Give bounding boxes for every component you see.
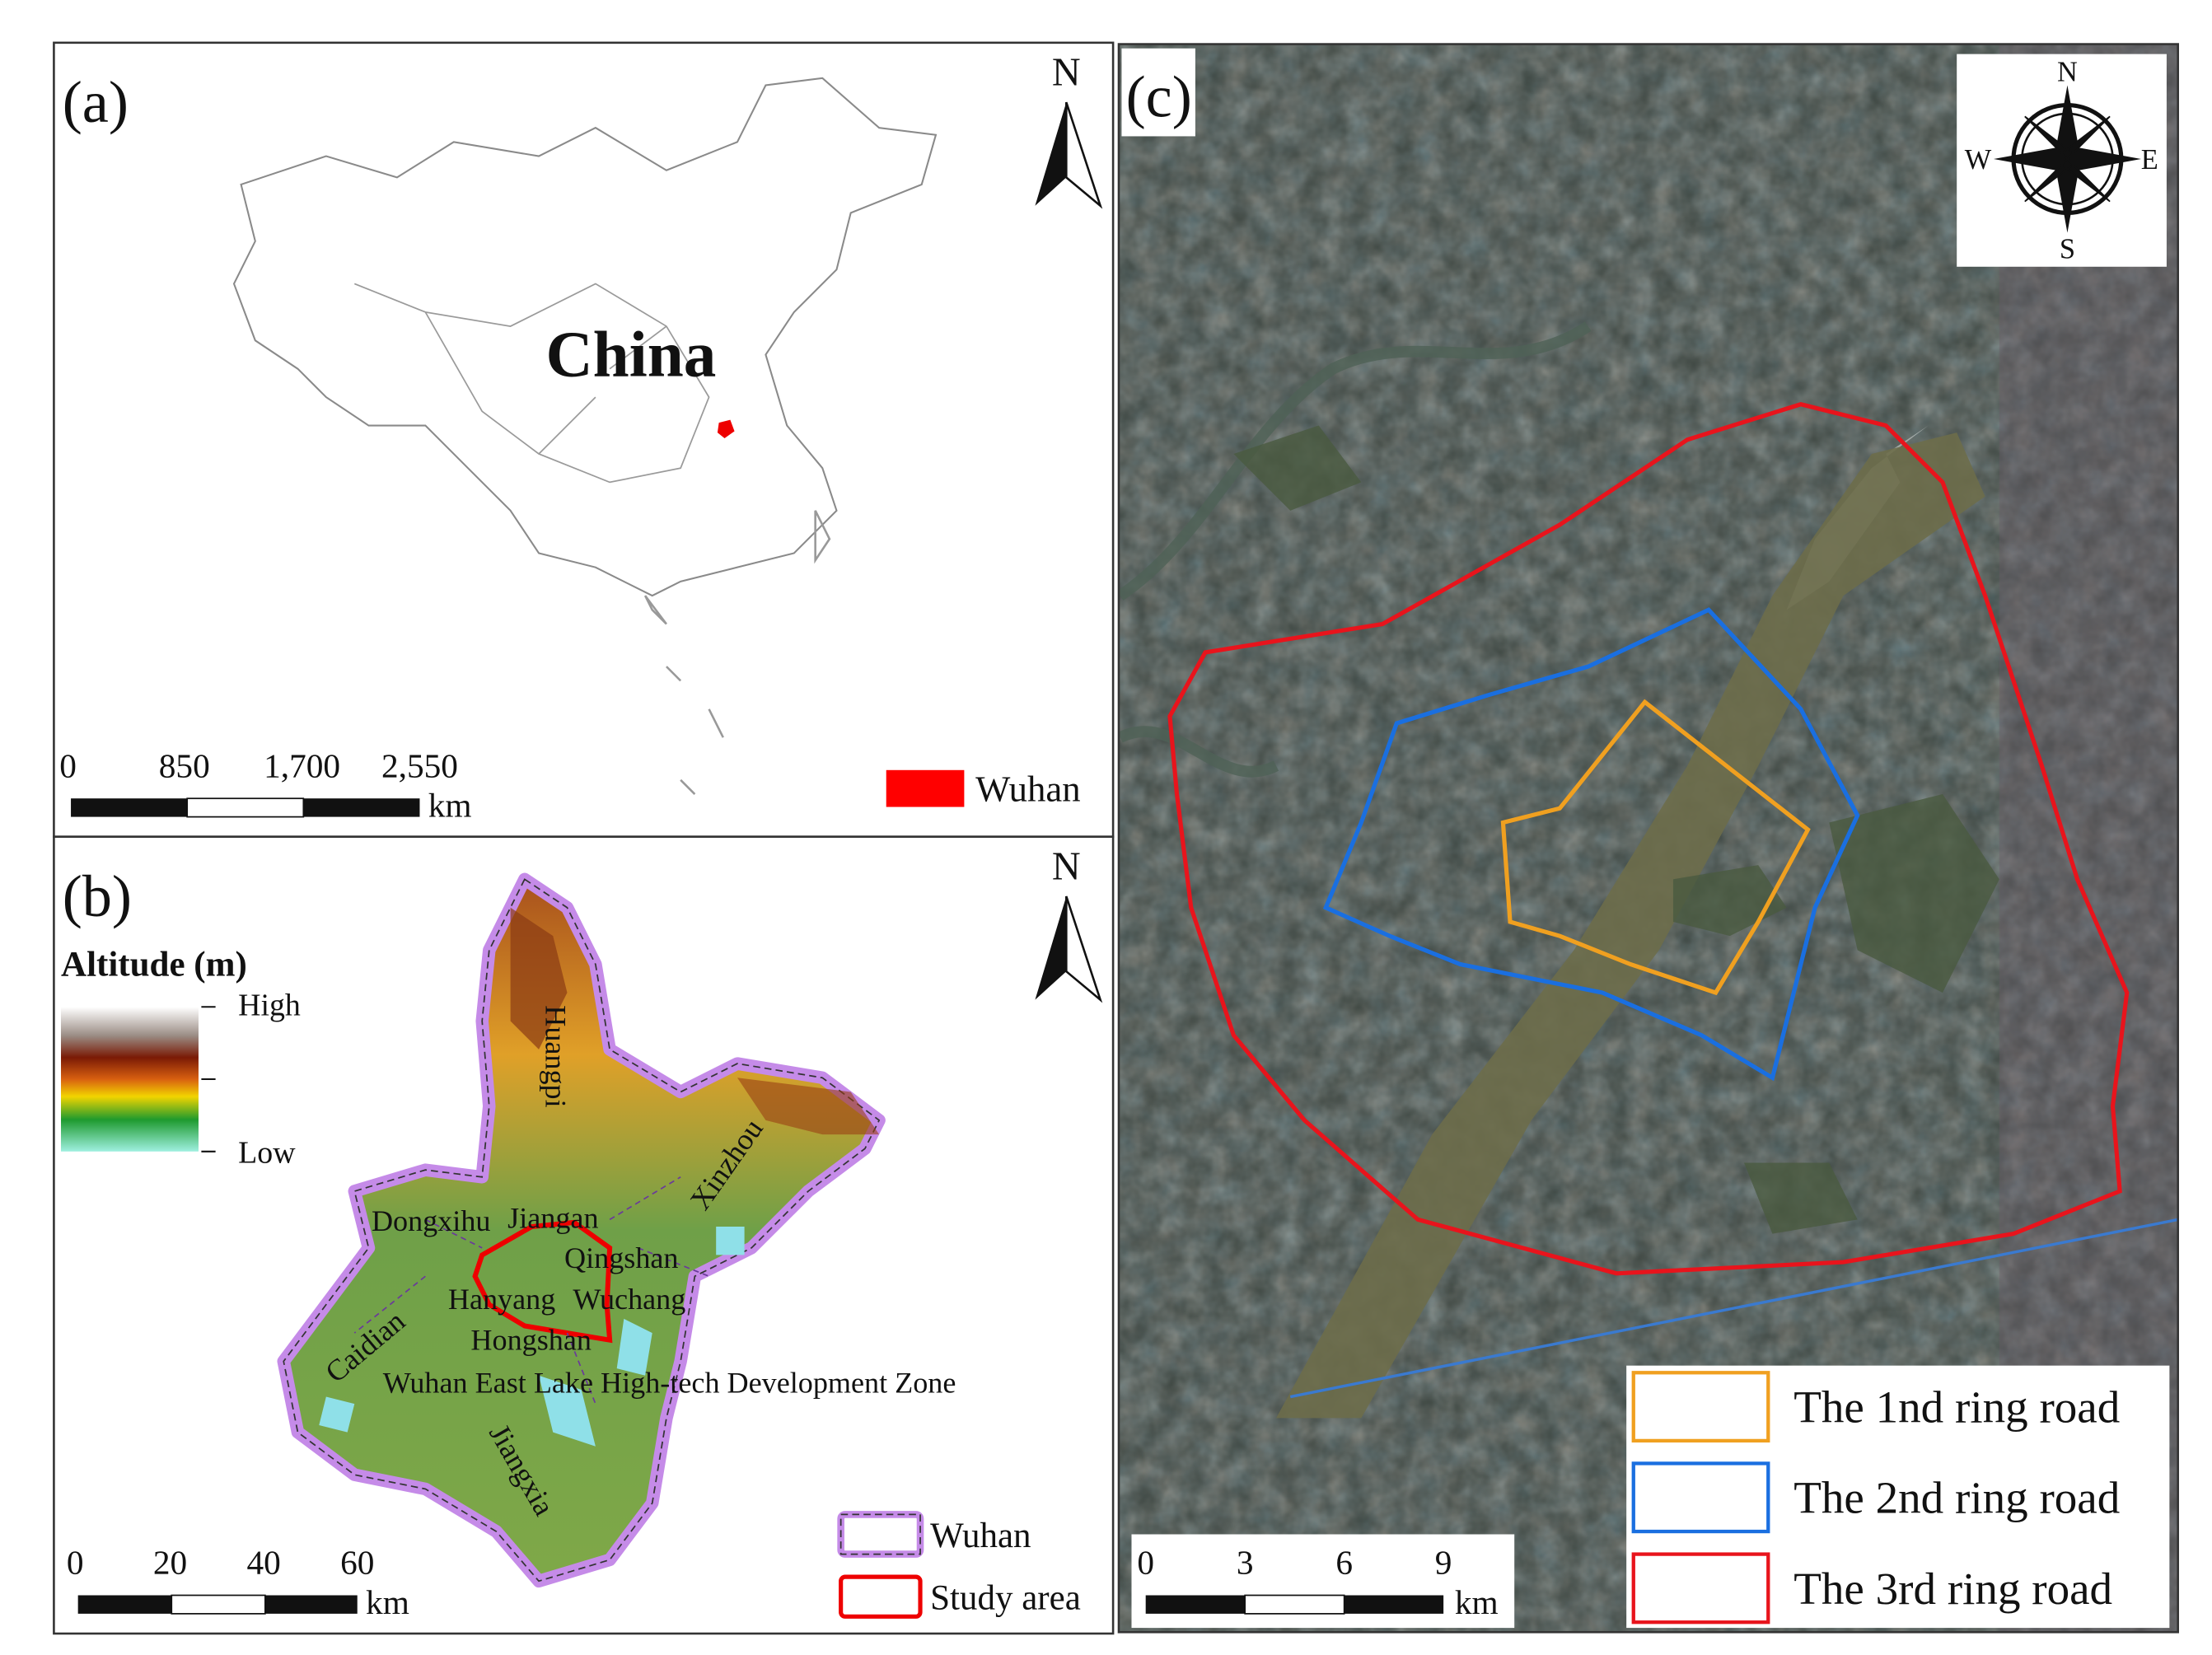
scale-label: 6 [1335, 1544, 1353, 1582]
terrain-high [510, 907, 568, 1050]
legend-label: The 2nd ring road [1793, 1473, 2120, 1523]
scale-label: 3 [1237, 1544, 1254, 1582]
scale-unit: km [366, 1583, 409, 1621]
label-box [1121, 48, 1195, 137]
study-area [472, 1219, 613, 1344]
scale-label: 0 [59, 746, 77, 784]
district-label: Wuhan East Lake High-tech Development Zo… [383, 1366, 956, 1399]
panel-a: (a) China N 0 850 1,700 2,550 km Wuhan [59, 50, 1103, 825]
district-label: Huangpi [540, 1005, 573, 1107]
district-label: Jiangan [507, 1202, 598, 1235]
legend-label: Wuhan [975, 769, 1080, 810]
scale-label: 40 [246, 1544, 280, 1582]
panel-label: (b) [63, 863, 132, 929]
scale-label: 0 [1137, 1544, 1154, 1582]
islands [643, 510, 831, 795]
district-lines [353, 1176, 709, 1405]
scale-label: 0 [67, 1544, 84, 1582]
legend-swatch-dash [839, 1513, 921, 1555]
altitude-ramp [61, 1007, 199, 1152]
image-edge [1289, 1218, 2178, 1399]
legend-swatch [1631, 1371, 1770, 1443]
panel-c: (c) N S W E The 1nd ring road The 2nd ri… [1117, 43, 2179, 1634]
legend-swatch [837, 1511, 924, 1558]
scale-bar [71, 797, 420, 818]
panel-label: (a) [63, 69, 129, 135]
province-lines [353, 283, 710, 484]
scale-bar [1145, 1594, 1444, 1615]
north-label: N [1052, 50, 1081, 94]
north-arrow [1065, 101, 1103, 209]
legend-title: Altitude (m) [61, 945, 247, 984]
compass-e: E [2141, 144, 2158, 175]
scale-unit: km [1455, 1583, 1499, 1621]
compass-s: S [2060, 233, 2075, 264]
legend-label: The 1nd ring road [1793, 1382, 2120, 1433]
first-ring-road [1500, 699, 1811, 996]
scale-label: 1,700 [264, 746, 340, 784]
legend-swatch [1631, 1461, 1770, 1534]
scale-bar [77, 1594, 358, 1615]
compass-w: W [1965, 144, 1992, 175]
legend-label: Wuhan [930, 1517, 1031, 1555]
scale-label: 850 [159, 746, 210, 784]
yangtze-river [1276, 432, 1985, 1419]
china-outline [232, 77, 938, 597]
terrain-high [737, 1078, 880, 1135]
scale-label: 20 [153, 1544, 187, 1582]
third-ring-road [1167, 402, 2130, 1276]
wuhan-boundary-dash [283, 878, 881, 1583]
north-arrow [1065, 895, 1103, 1003]
legend-label: The 3rd ring road [1793, 1564, 2112, 1614]
legend-label: Study area [930, 1579, 1081, 1618]
panel-c-frame [1117, 43, 2179, 1634]
legend-swatch [886, 769, 965, 807]
scale-label: 2,550 [381, 746, 458, 784]
district-label: Dongxihu [372, 1204, 491, 1237]
district-label: Hongshan [470, 1324, 591, 1357]
panel-b: (b) Altitude (m) High Low HuangpiXinzhou… [61, 844, 1103, 1621]
ramp-high: High [238, 989, 301, 1023]
han-river [1118, 321, 1592, 778]
legend-swatch [1631, 1552, 1770, 1625]
ramp-low: Low [238, 1136, 296, 1171]
lakes [1233, 425, 1999, 1234]
scale-label: 60 [340, 1544, 374, 1582]
north-label: N [1052, 844, 1081, 888]
north-arrow [1035, 102, 1067, 206]
district-label: Qingshan [564, 1241, 678, 1274]
district-label: Hanyang [448, 1283, 555, 1316]
compass-n: N [2057, 56, 2078, 87]
scale-label: 9 [1435, 1544, 1452, 1582]
country-label: China [546, 318, 717, 390]
legend-swatch [839, 1574, 923, 1619]
ramp-ticks [201, 1006, 216, 1152]
panel-label: (c) [1126, 63, 1192, 129]
district-label: Wuchang [573, 1283, 685, 1316]
wuhan-marker [717, 419, 735, 439]
second-ring-road [1322, 607, 1860, 1082]
scale-unit: km [428, 787, 472, 825]
compass-rose [1993, 85, 2141, 233]
